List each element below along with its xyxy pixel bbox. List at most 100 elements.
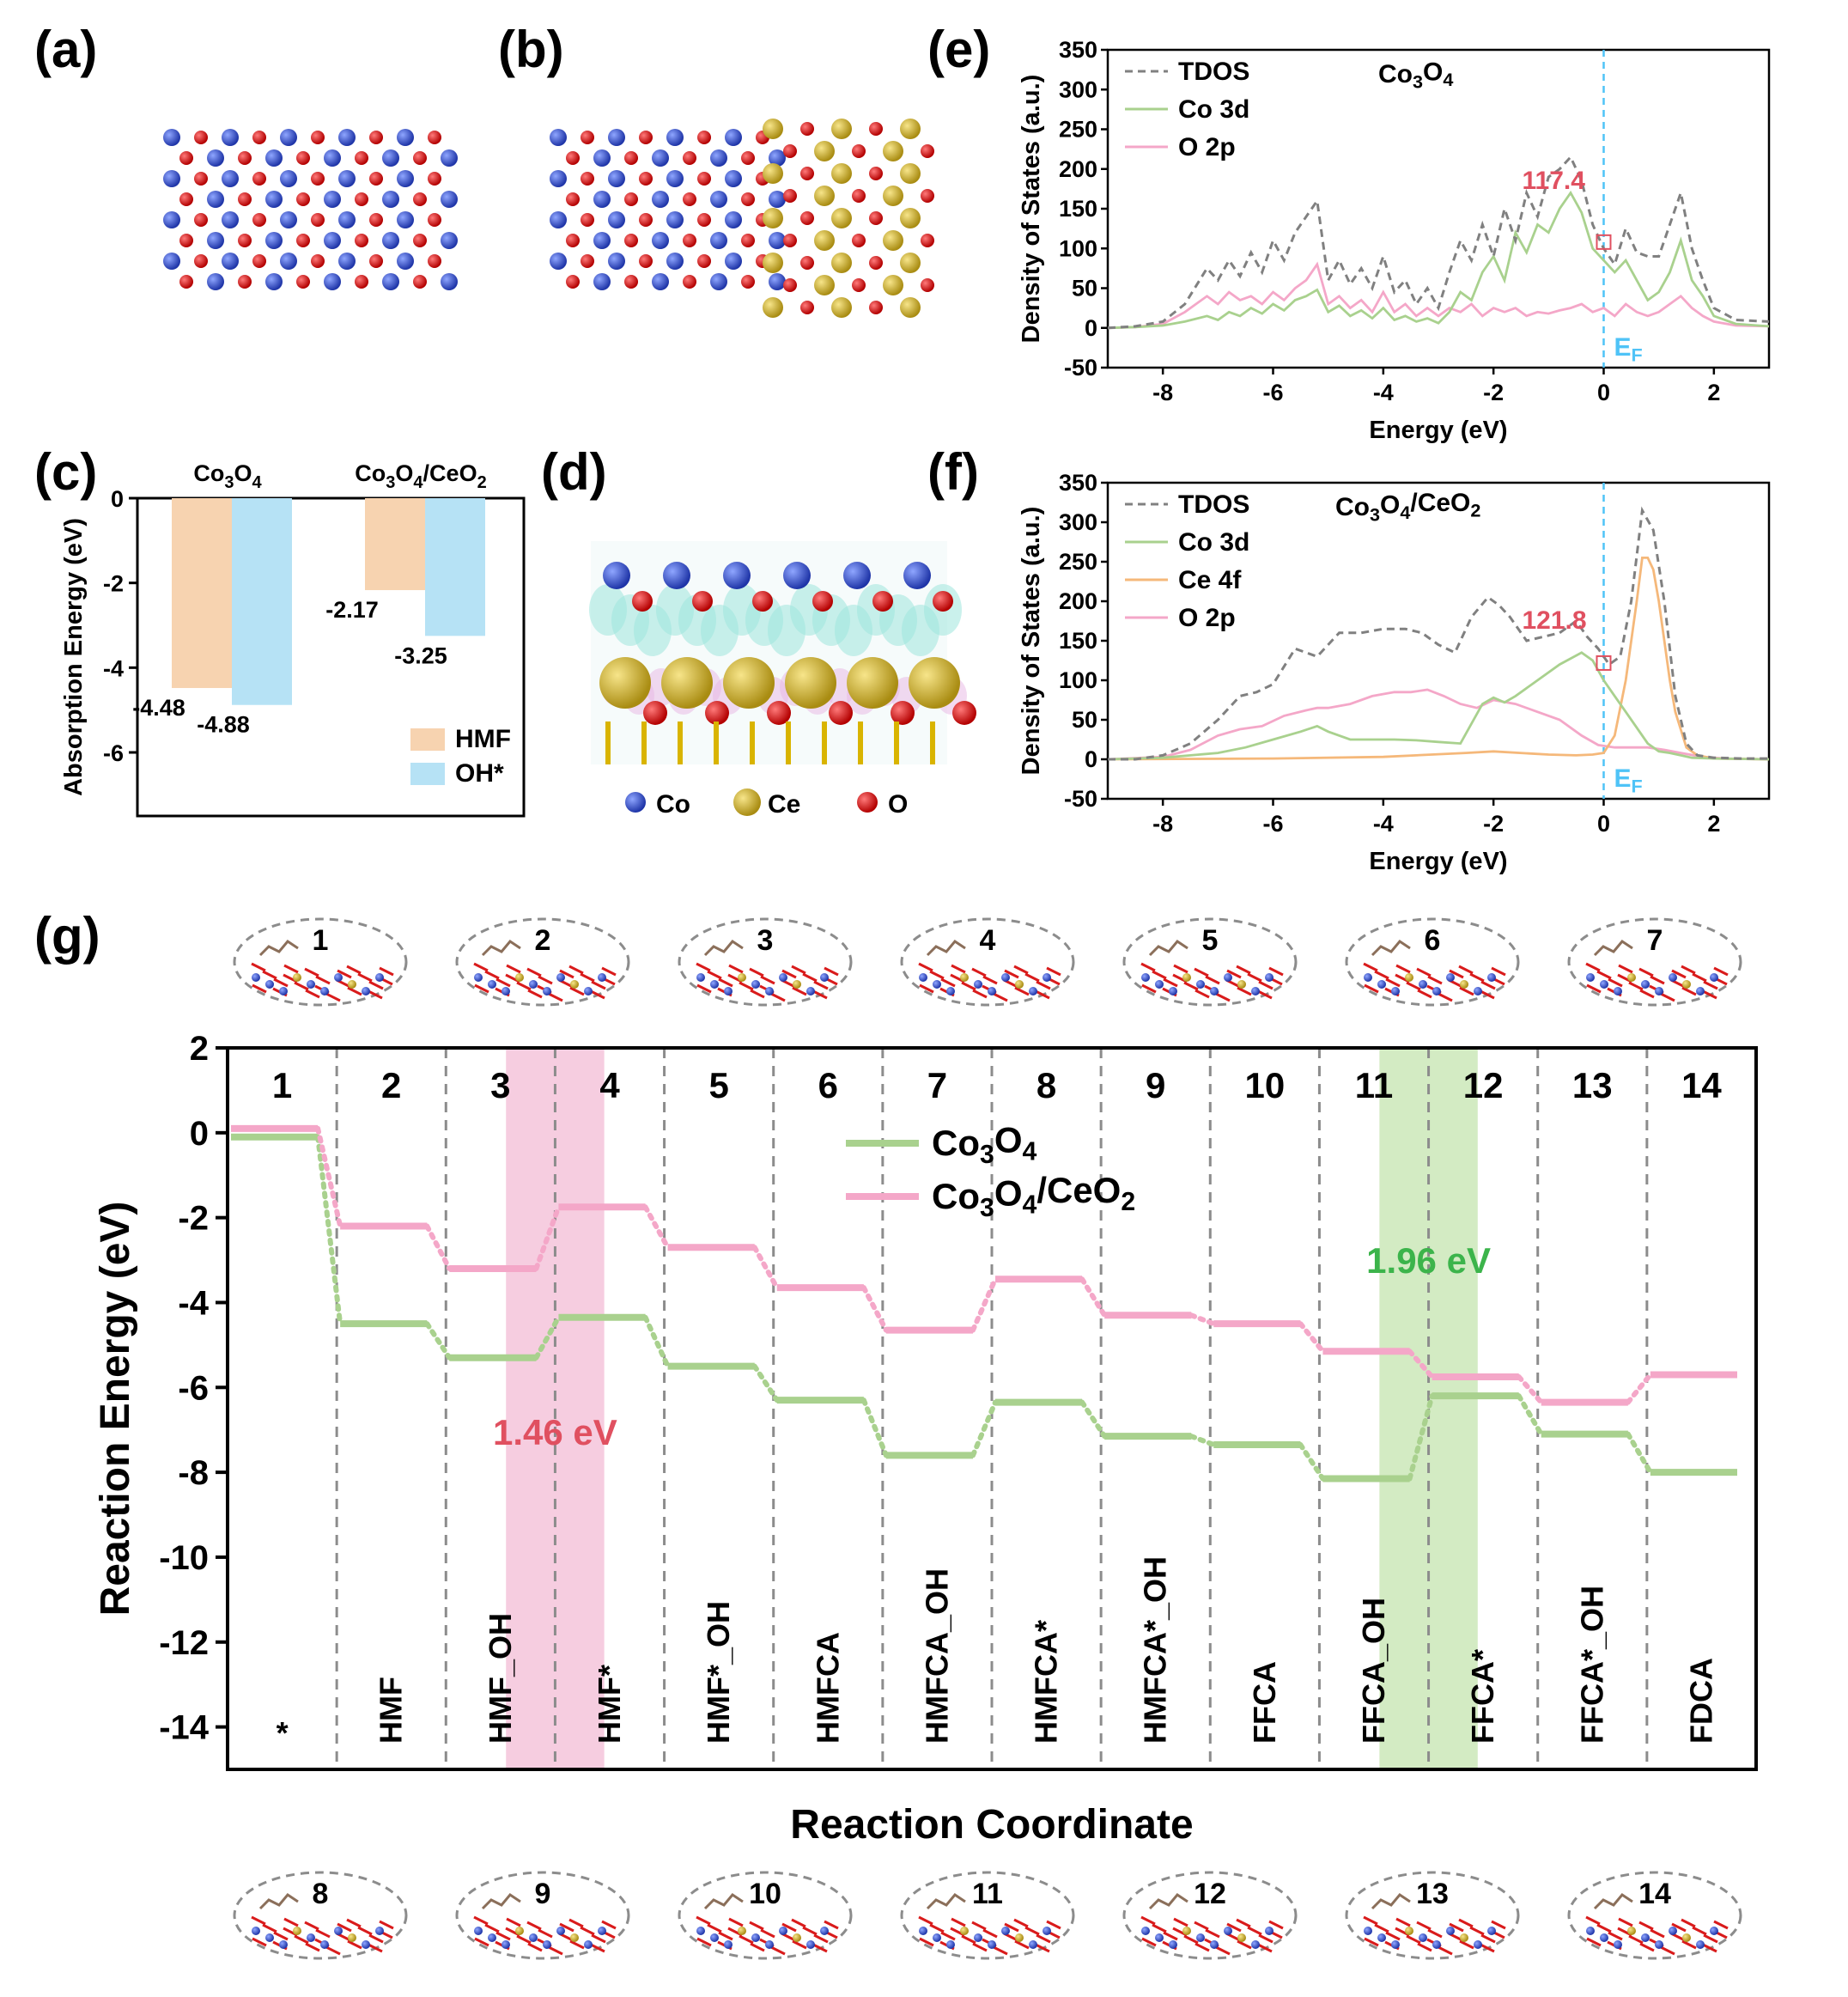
bond [1427, 975, 1443, 985]
ce-atom [1405, 1927, 1413, 1935]
connector-co3o4-ceo2 [424, 1223, 453, 1271]
bond [1140, 1915, 1156, 1926]
bond [1585, 1915, 1601, 1926]
co-atom [324, 191, 341, 208]
bond [1480, 1943, 1495, 1953]
ce-atom [793, 1933, 801, 1942]
co-atom [529, 980, 538, 989]
bond [559, 969, 574, 979]
co-atom [338, 253, 356, 270]
co-atom [1141, 1927, 1150, 1935]
bond [1140, 962, 1156, 972]
thumbnail-outline [1567, 917, 1742, 1007]
thumbnail-outline [900, 1871, 1075, 1960]
panel-c-bar-oh [232, 498, 292, 705]
o-atom [581, 213, 594, 227]
co-atom [1696, 987, 1705, 995]
ce-atom [831, 208, 852, 228]
step-label: HMF*_OH [701, 1601, 736, 1744]
panel-f-ytick-label: 0 [1085, 746, 1097, 772]
ce-atom [1405, 973, 1413, 982]
panel-e-legend-label: TDOS [1178, 58, 1249, 86]
ce-atom [814, 141, 835, 161]
co-atom [1377, 1933, 1386, 1942]
panel-e-legend-label: O 2p [1178, 133, 1236, 161]
bond [315, 1928, 331, 1939]
bond [495, 977, 511, 988]
ce-atom [1237, 1933, 1246, 1942]
bond [368, 1943, 383, 1953]
ce-atom [763, 208, 783, 228]
bond [305, 1942, 320, 1952]
connector-co3o4 [1516, 1393, 1544, 1437]
panel-c-ytick-label: -6 [103, 740, 124, 766]
bond [305, 989, 320, 999]
panel-g-ytick-label: -10 [159, 1539, 209, 1577]
thumbnail-number: 6 [1425, 924, 1441, 957]
co-atom [502, 987, 510, 995]
panel-e-xlabel: Energy (eV) [1369, 417, 1507, 444]
co-atom [598, 1927, 606, 1935]
bond [1363, 1915, 1378, 1926]
connector-co3o4-ceo2 [1625, 1372, 1653, 1405]
co-atom [710, 232, 727, 249]
co-atom [1655, 1940, 1663, 1949]
o-atom [179, 234, 193, 247]
bond [1004, 1922, 1019, 1933]
bond [346, 965, 362, 975]
step-label: * [277, 1715, 289, 1750]
barrier-label-1-96: 1.96 eV [1366, 1240, 1491, 1281]
panel-e-title: Co3O4 [1378, 58, 1453, 92]
bond [1268, 966, 1284, 977]
o-atom [369, 254, 383, 268]
co-atom [1210, 987, 1219, 995]
connector-co3o4 [1298, 1442, 1326, 1482]
bond [750, 989, 765, 999]
co-atom [556, 973, 565, 982]
thumbnail-outline [233, 1871, 408, 1960]
thumbnail-structure: 11 [900, 1871, 1075, 1960]
co-atom [474, 1927, 483, 1935]
panel-g-legend-label: Co3O4 [932, 1119, 1037, 1169]
bond [1046, 1920, 1061, 1930]
step-number: 7 [927, 1065, 947, 1105]
bond [707, 1923, 722, 1933]
bond [1046, 966, 1061, 977]
step-number: 3 [490, 1065, 510, 1105]
ce-atom [348, 1933, 356, 1942]
panel-label-c: (c) [34, 443, 97, 501]
bond [940, 1931, 956, 1941]
o-atom [741, 234, 755, 247]
co-atom [382, 191, 399, 208]
co-atom [163, 170, 180, 187]
thumbnail-outline [1122, 917, 1298, 1007]
o-atom [194, 172, 208, 186]
bond [1596, 970, 1612, 980]
bond [601, 966, 617, 977]
o-atom [921, 234, 934, 247]
bond [1628, 1934, 1644, 1945]
o-atom [800, 122, 814, 136]
co-atom [543, 1940, 551, 1949]
o-atom [296, 234, 310, 247]
o-atom [624, 234, 638, 247]
bond [294, 1934, 309, 1945]
bond [1702, 1943, 1717, 1953]
bond [1258, 1933, 1274, 1944]
bond [1226, 969, 1242, 979]
o-atom [933, 591, 953, 612]
connector-co3o4-ceo2 [642, 1204, 671, 1251]
bond [1205, 975, 1220, 985]
ce-atom [763, 253, 783, 273]
bond [252, 983, 267, 994]
bond [1681, 965, 1696, 975]
thumbnail-number: 1 [313, 924, 329, 957]
bond [781, 969, 797, 979]
panel-f-xtick-label: 0 [1597, 811, 1610, 837]
co-atom [1586, 973, 1595, 982]
ce-atom [1460, 980, 1468, 989]
adsorbate [703, 940, 744, 957]
co-atom [265, 980, 274, 989]
panel-e-ytick-label: 100 [1059, 235, 1097, 261]
panel-c-value-label: -3.25 [394, 642, 447, 668]
